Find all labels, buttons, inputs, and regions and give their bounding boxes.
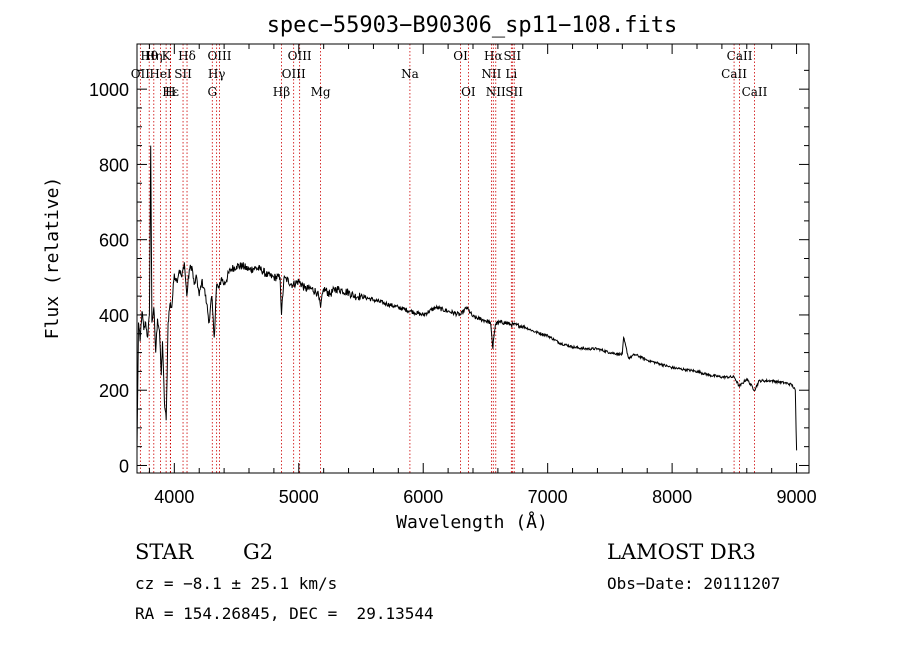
- line-label-23: Mg: [311, 85, 331, 99]
- chart-title: spec−55903−B90306_sp11−108.fits: [267, 13, 678, 38]
- line-label-13: Hγ: [208, 67, 226, 81]
- line-label-27: CaII: [742, 85, 768, 99]
- line-label-19: Hε: [162, 85, 179, 99]
- y-tick-label-4: 800: [99, 155, 129, 175]
- line-label-21: G: [207, 85, 217, 99]
- y-axis: 0 200 400 600 800 1000: [89, 69, 809, 476]
- line-label-25: NII: [486, 85, 506, 99]
- ra-dec: RA = 154.26845, DEC = 29.13544: [135, 604, 434, 623]
- line-label-12: SII: [174, 67, 192, 81]
- y-tick-label-3: 600: [99, 231, 129, 251]
- redshift-cz: cz = −8.1 ± 25.1 km/s: [135, 574, 338, 593]
- line-label-26: SII: [505, 85, 523, 99]
- line-label-5: OIII: [288, 49, 312, 63]
- object-class: STAR: [135, 540, 194, 564]
- line-label-14: OIII: [282, 67, 306, 81]
- y-tick-label-2: 400: [99, 306, 129, 326]
- x-tick-label-0: 4000: [154, 487, 194, 507]
- line-label-7: Hα: [484, 49, 503, 63]
- x-axis-label: Wavelength (Å): [396, 511, 548, 533]
- line-label-8: SII: [503, 49, 521, 63]
- line-label-10: OII: [131, 67, 151, 81]
- x-tick-label-1: 5000: [279, 487, 319, 507]
- y-tick-label-1: 200: [99, 381, 129, 401]
- line-label-17: Li: [505, 67, 517, 81]
- line-label-4: OIII: [207, 49, 231, 63]
- y-axis-label: Flux (relative): [42, 177, 63, 340]
- line-label-1: Hη: [145, 49, 163, 63]
- line-label-6: OI: [453, 49, 468, 63]
- x-tick-label-3: 7000: [528, 487, 568, 507]
- line-label-24: OI: [461, 85, 476, 99]
- line-label-16: NII: [481, 67, 501, 81]
- line-label-3: Hδ: [178, 49, 196, 63]
- object-subclass: G2: [243, 540, 274, 564]
- survey-name: LAMOST DR3: [607, 540, 756, 564]
- spectrum-line: [136, 145, 798, 451]
- line-label-2: K: [162, 49, 172, 63]
- x-tick-label-2: 6000: [403, 487, 443, 507]
- x-tick-label-4: 8000: [652, 487, 692, 507]
- y-tick-label-0: 0: [119, 456, 129, 476]
- plot-frame: [136, 43, 810, 474]
- y-tick-label-5: 1000: [89, 80, 129, 100]
- line-label-20: H: [165, 85, 175, 99]
- line-label-15: Na: [401, 67, 419, 81]
- line-label-18: CaII: [721, 67, 747, 81]
- x-axis: 4000 5000 6000 7000 8000 9000: [148, 44, 817, 507]
- line-label-9: CaII: [727, 49, 753, 63]
- x-tick-label-5: 9000: [777, 487, 817, 507]
- line-label-11: HeI: [149, 67, 172, 81]
- line-label-22: Hβ: [273, 85, 290, 99]
- observation-date: Obs−Date: 20111207: [607, 574, 781, 593]
